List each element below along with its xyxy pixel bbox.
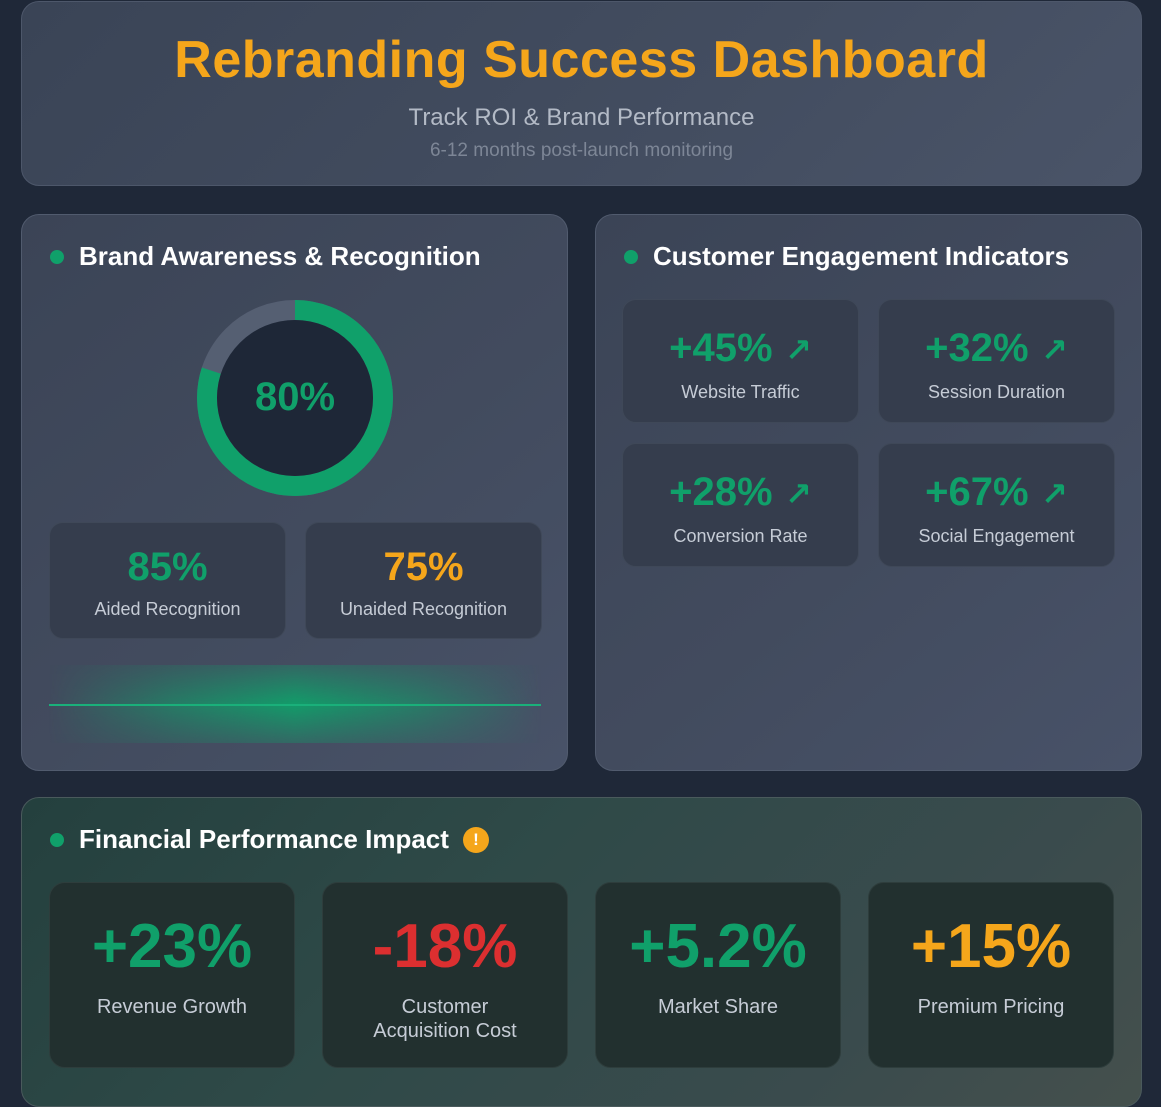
unaided-recognition-label: Unaided Recognition bbox=[339, 599, 508, 619]
financial-tile-premium-pricing: +15% Premium Pricing bbox=[868, 882, 1114, 1068]
metric-value-row: +45% ↗ bbox=[623, 326, 858, 371]
metric-label: Conversion Rate bbox=[673, 526, 808, 546]
metric-tile-conversion-rate: +28% ↗ Conversion Rate bbox=[622, 443, 859, 567]
metric-tile-session-duration: +32% ↗ Session Duration bbox=[878, 299, 1115, 423]
metric-tile-website-traffic: +45% ↗ Website Traffic bbox=[622, 299, 859, 423]
financial-performance-panel: Financial Performance Impact ! +23% Reve… bbox=[21, 797, 1142, 1107]
aided-recognition-value: 85% bbox=[127, 545, 208, 589]
metric-label: Session Duration bbox=[927, 382, 1066, 402]
customer-engagement-title-text: Customer Engagement Indicators bbox=[653, 241, 1070, 271]
ring-value: 80% bbox=[254, 375, 336, 419]
financial-value: +5.2% bbox=[629, 912, 807, 981]
awareness-ring-svg bbox=[197, 300, 393, 496]
metric-value: +67% bbox=[925, 470, 1029, 514]
financial-label: Customer Acquisition Cost bbox=[373, 996, 517, 1042]
brand-awareness-title-text: Brand Awareness & Recognition bbox=[79, 241, 481, 271]
customer-engagement-title: Customer Engagement Indicators bbox=[624, 241, 1069, 272]
status-dot-icon bbox=[50, 832, 64, 847]
trend-up-icon: ↗ bbox=[785, 332, 812, 368]
financial-value: -18% bbox=[372, 912, 518, 981]
financial-performance-title: Financial Performance Impact ! bbox=[50, 824, 489, 855]
financial-value: +15% bbox=[910, 912, 1072, 981]
financial-tile-market-share: +5.2% Market Share bbox=[595, 882, 841, 1068]
status-dot-icon bbox=[50, 249, 64, 264]
financial-performance-title-text: Financial Performance Impact bbox=[79, 824, 449, 854]
financial-tile-acquisition-cost: -18% Customer Acquisition Cost bbox=[322, 882, 568, 1068]
financial-tile-revenue-growth: +23% Revenue Growth bbox=[49, 882, 295, 1068]
aided-recognition-label: Aided Recognition bbox=[94, 599, 241, 619]
metric-value-row: +28% ↗ bbox=[623, 470, 858, 515]
monitoring-note: 6-12 months post-launch monitoring bbox=[429, 140, 734, 161]
financial-value: +23% bbox=[91, 912, 253, 981]
aided-recognition-tile: 85% Aided Recognition bbox=[49, 522, 286, 639]
dashboard-header: Rebranding Success Dashboard Track ROI &… bbox=[21, 1, 1142, 186]
alert-icon[interactable]: ! bbox=[462, 826, 489, 853]
metric-value-row: +32% ↗ bbox=[879, 326, 1114, 371]
trend-up-icon: ↗ bbox=[785, 476, 812, 512]
financial-label: Market Share bbox=[657, 996, 779, 1018]
ring-progress bbox=[197, 300, 393, 496]
financial-label: Revenue Growth bbox=[96, 996, 248, 1018]
customer-engagement-panel: Customer Engagement Indicators +45% ↗ We… bbox=[595, 214, 1142, 771]
brand-awareness-panel: Brand Awareness & Recognition 80% 85% Ai… bbox=[21, 214, 568, 771]
financial-label: Premium Pricing bbox=[917, 996, 1065, 1018]
metric-value: +32% bbox=[925, 326, 1029, 370]
unaided-recognition-value: 75% bbox=[383, 545, 464, 589]
metric-label: Website Traffic bbox=[681, 382, 800, 402]
brand-awareness-title: Brand Awareness & Recognition bbox=[50, 241, 481, 272]
metric-value: +28% bbox=[669, 470, 773, 514]
awareness-glow-line bbox=[49, 704, 541, 706]
metric-value: +45% bbox=[669, 326, 773, 370]
page-title: Rebranding Success Dashboard bbox=[174, 31, 989, 89]
awareness-ring-chart: 80% bbox=[196, 299, 394, 497]
trend-up-icon: ↗ bbox=[1041, 476, 1068, 512]
metric-label: Social Engagement bbox=[918, 526, 1075, 546]
status-dot-icon bbox=[624, 249, 638, 264]
trend-up-icon: ↗ bbox=[1041, 332, 1068, 368]
metric-tile-social-engagement: +67% ↗ Social Engagement bbox=[878, 443, 1115, 567]
ring-center bbox=[217, 320, 373, 476]
metric-value-row: +67% ↗ bbox=[879, 470, 1114, 515]
unaided-recognition-tile: 75% Unaided Recognition bbox=[305, 522, 542, 639]
page-subtitle: Track ROI & Brand Performance bbox=[408, 104, 755, 131]
